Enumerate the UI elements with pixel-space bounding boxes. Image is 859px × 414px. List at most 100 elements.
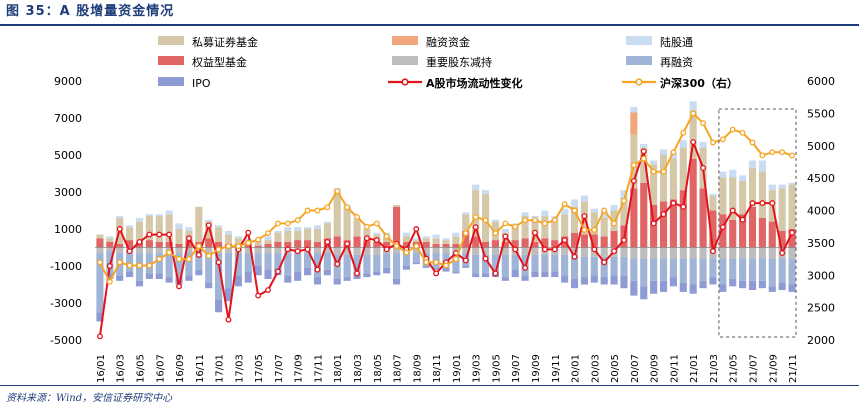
- bar-shareholder: [244, 247, 252, 254]
- point-liquidity: [176, 283, 182, 290]
- x-tick-label: 16/05: [135, 354, 146, 383]
- bar-refinance: [175, 253, 183, 279]
- y-left-tick-label: -1000: [50, 260, 82, 273]
- bar-refinance: [155, 253, 163, 274]
- point-liquidity: [195, 251, 202, 258]
- bar-equity_funds: [155, 241, 163, 248]
- y-left-tick-label: 9000: [54, 75, 82, 88]
- bar-shareholder: [333, 247, 341, 255]
- point-liquidity: [314, 266, 321, 273]
- bar-refinance: [481, 254, 490, 274]
- bar-ipo: [224, 288, 233, 302]
- bar-ipo: [620, 275, 628, 289]
- bar-northbound: [313, 225, 322, 229]
- bar-shareholder: [363, 247, 371, 255]
- bar-private: [600, 217, 608, 237]
- point-liquidity: [601, 259, 608, 266]
- bar-equity_funds: [788, 229, 796, 248]
- point-liquidity: [719, 224, 726, 231]
- bar-ipo: [294, 271, 302, 281]
- bar-equity_funds: [393, 206, 401, 248]
- bar-refinance: [412, 253, 420, 263]
- bar-northbound: [432, 234, 440, 239]
- bar-ipo: [541, 271, 549, 278]
- bar-ipo: [135, 280, 144, 287]
- bar-equity_funds: [145, 240, 153, 248]
- x-tick-label: 16/09: [175, 354, 186, 383]
- x-tick-label: 16/07: [155, 354, 166, 383]
- bar-ipo: [788, 284, 796, 292]
- point-liquidity: [462, 257, 469, 264]
- bar-ipo: [195, 269, 203, 276]
- bar-ipo: [640, 286, 648, 300]
- bar-shareholder: [739, 247, 747, 259]
- bar-northbound: [422, 236, 430, 239]
- source-note: 资料来源：Wind，安信证券研究中心: [6, 393, 173, 404]
- bar-ipo: [422, 266, 430, 268]
- bar-shareholder: [254, 247, 262, 254]
- bar-ipo: [106, 273, 114, 279]
- bar-refinance: [313, 253, 322, 278]
- x-tick-label: 18/01: [333, 354, 344, 383]
- x-tick-label: 18/11: [432, 354, 443, 383]
- bar-northbound: [570, 199, 579, 207]
- bar-private: [165, 214, 173, 242]
- bar-private: [234, 238, 242, 244]
- bar-shareholder: [501, 247, 509, 255]
- bar-ipo: [383, 267, 391, 274]
- legend-label-refinance: 再融资: [660, 56, 693, 69]
- point-hs300: [561, 201, 568, 207]
- bar-equity_funds: [768, 221, 776, 248]
- bar-northbound: [541, 210, 549, 217]
- bar-shareholder: [729, 247, 737, 259]
- bar-ipo: [254, 266, 262, 276]
- point-liquidity: [225, 316, 232, 323]
- bar-private: [135, 221, 144, 242]
- bar-equity_funds: [383, 241, 391, 248]
- point-liquidity: [591, 246, 598, 253]
- point-hs300: [116, 259, 123, 266]
- bar-equity_funds: [304, 240, 312, 248]
- point-liquidity: [502, 233, 509, 240]
- bar-private: [511, 225, 519, 241]
- bar-equity_funds: [106, 241, 114, 248]
- bar-private: [432, 238, 440, 244]
- point-liquidity: [680, 203, 687, 210]
- bar-private: [323, 223, 331, 239]
- bar-ipo: [600, 277, 608, 285]
- x-tick-label: 17/09: [294, 354, 305, 383]
- bar-northbound: [679, 140, 687, 148]
- bar-refinance: [304, 253, 312, 268]
- bar-refinance: [254, 253, 262, 266]
- bar-private: [274, 232, 282, 242]
- bar-northbound: [274, 230, 282, 233]
- legend-label-hs300: 沪深300（右）: [660, 76, 738, 90]
- bar-shareholder: [373, 247, 381, 255]
- bar-northbound: [116, 216, 124, 218]
- bar-private: [412, 240, 420, 242]
- point-hs300: [413, 243, 420, 250]
- bar-private: [393, 204, 401, 207]
- legend-marker-liquidity: [401, 78, 409, 86]
- x-tick-label: 21/01: [689, 354, 700, 383]
- point-hs300: [284, 220, 291, 227]
- point-liquidity: [354, 270, 360, 277]
- bar-refinance: [234, 253, 242, 276]
- bar-shareholder: [640, 247, 648, 259]
- bar-equity_funds: [294, 240, 302, 248]
- point-liquidity: [551, 246, 558, 253]
- bar-private: [363, 229, 371, 241]
- bar-private: [353, 219, 361, 237]
- bar-northbound: [234, 236, 242, 239]
- point-liquidity: [363, 235, 370, 242]
- point-liquidity: [205, 222, 212, 229]
- y-left-tick-label: 3000: [54, 186, 82, 199]
- bar-shareholder: [719, 247, 727, 259]
- bar-shareholder: [669, 247, 677, 259]
- bar-equity_funds: [778, 230, 786, 248]
- point-liquidity: [621, 237, 627, 244]
- bar-northbound: [373, 232, 381, 235]
- bar-refinance: [650, 258, 658, 281]
- point-liquidity: [561, 237, 568, 244]
- point-liquidity: [700, 164, 707, 171]
